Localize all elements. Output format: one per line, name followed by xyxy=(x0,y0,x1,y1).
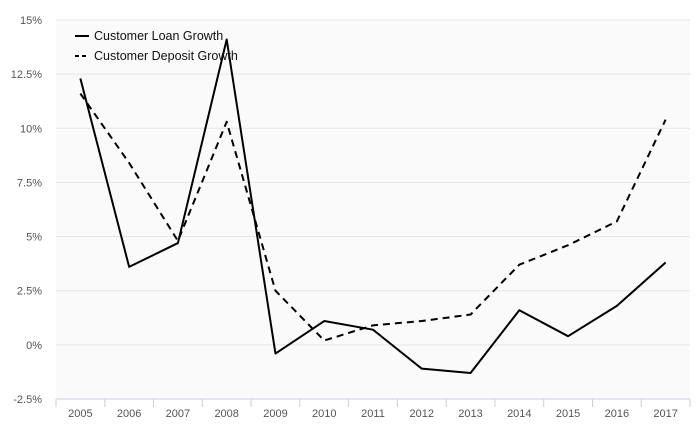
series-line-deposit-growth xyxy=(79,93,667,342)
x-axis: 2005 2006 2007 2008 2009 2010 2011 2012 2013 2014… xyxy=(55,398,691,420)
series-lines xyxy=(79,38,667,375)
x-tick-label: 2005 xyxy=(68,408,92,420)
x-tick-label: 2017 xyxy=(653,408,677,420)
x-tick-label: 2006 xyxy=(117,408,141,420)
y-tick-label: 12.5% xyxy=(11,69,42,81)
x-tick-label: 2011 xyxy=(361,408,385,420)
legend-label-loan: Customer Loan Growth xyxy=(94,29,223,43)
y-tick-label: 7.5% xyxy=(17,177,42,189)
x-tick-label: 2013 xyxy=(458,408,482,420)
y-tick-label: 2.5% xyxy=(17,286,42,298)
y-axis: 15% 12.5% 10% 7.5% 5% 2.5% 0% -2.5% xyxy=(11,15,42,406)
x-tick-label: 2014 xyxy=(507,408,531,420)
x-tick-label: 2010 xyxy=(312,408,336,420)
legend-item-loan: Customer Loan Growth xyxy=(75,29,223,43)
gridlines xyxy=(56,19,690,400)
x-tick-label: 2015 xyxy=(556,408,580,420)
x-tick-label: 2008 xyxy=(214,408,238,420)
x-tick-label: 2012 xyxy=(410,408,434,420)
legend: Customer Loan Growth Customer Deposit Gr… xyxy=(75,29,238,63)
y-tick-label: 15% xyxy=(20,15,42,27)
legend-item-deposit: Customer Deposit Growth xyxy=(75,49,238,63)
y-tick-label: 10% xyxy=(20,123,42,135)
plot-background xyxy=(56,20,690,399)
y-tick-label: -2.5% xyxy=(13,394,42,406)
x-tick-label: 2009 xyxy=(263,408,287,420)
y-tick-label: 5% xyxy=(26,232,42,244)
legend-label-deposit: Customer Deposit Growth xyxy=(94,49,238,63)
x-tick-label: 2007 xyxy=(166,408,190,420)
y-tick-label: 0% xyxy=(26,340,42,352)
series-line-loan-growth xyxy=(79,38,667,375)
x-tick-label: 2016 xyxy=(605,408,629,420)
